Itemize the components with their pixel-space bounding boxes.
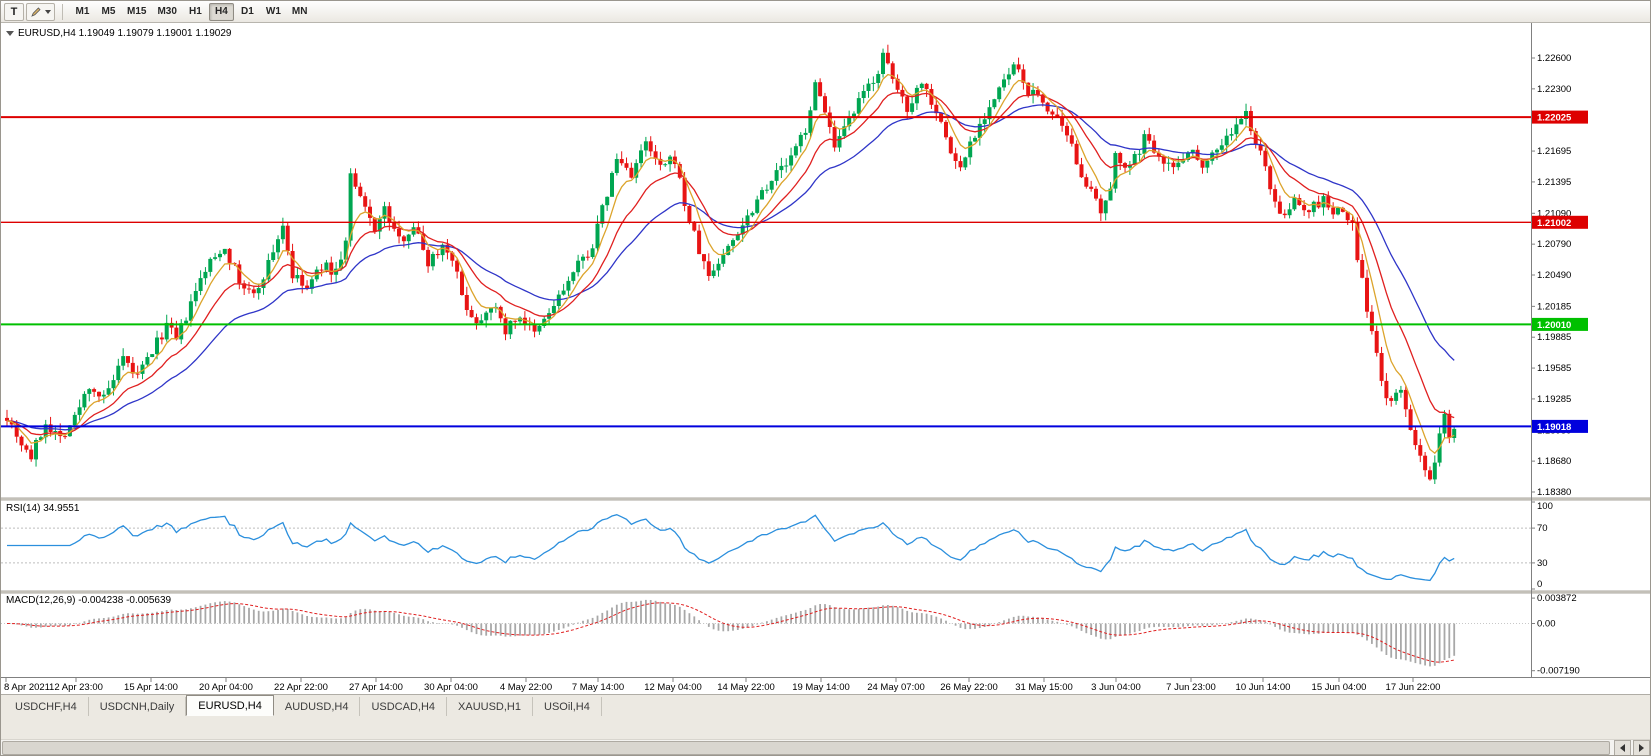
rsi-axis-label: 30 [1537, 558, 1548, 569]
chart-tab-eurusd-h4[interactable]: EURUSD,H4 [186, 695, 274, 716]
price-axis-label[interactable]: 1.18680 [1537, 456, 1571, 467]
timeframe-button-m30[interactable]: M30 [157, 6, 177, 17]
horizontal-scrollbar[interactable] [1, 739, 1650, 755]
time-axis-label[interactable]: 17 Jun 22:00 [1386, 682, 1441, 693]
time-axis-label[interactable]: 12 Apr 23:00 [49, 682, 103, 693]
time-axis-label[interactable]: 12 May 04:00 [644, 682, 702, 693]
left-arrow-icon [1620, 744, 1625, 752]
chart-tab-usoil-h4[interactable]: USOil,H4 [533, 697, 602, 716]
time-axis-label[interactable]: 4 May 22:00 [500, 682, 552, 693]
rsi-axis-label: 100 [1537, 501, 1553, 512]
time-axis-label[interactable]: 31 May 15:00 [1015, 682, 1073, 693]
price-axis-label[interactable]: 1.21090 [1537, 208, 1571, 219]
time-axis-label[interactable]: 30 Apr 04:00 [424, 682, 478, 693]
ma-line-14 [6, 92, 1455, 436]
chart-tab-audusd-h4[interactable]: AUDUSD,H4 [274, 697, 361, 716]
timeframe-button-w1[interactable]: W1 [265, 6, 281, 17]
chart-tabs-bar: USDCHF,H4 USDCNH,Daily EURUSD,H4 AUDUSD,H4 U… [1, 694, 1650, 716]
timeframe-button-d1[interactable]: D1 [241, 6, 254, 17]
price-axis-label[interactable]: 1.21695 [1537, 146, 1571, 157]
timeframe-button-m5[interactable]: M5 [101, 6, 116, 17]
chart-title: EURUSD,H4 1.19049 1.19079 1.19001 1.1902… [6, 28, 232, 39]
right-arrow-icon [1639, 744, 1644, 752]
price-axis-label[interactable]: 1.20185 [1537, 301, 1571, 312]
chart-tab-usdcad-h4[interactable]: USDCAD,H4 [360, 697, 448, 716]
candles-layer [5, 44, 1457, 484]
macd-histogram [10, 599, 1456, 667]
time-axis-label[interactable]: 24 May 07:00 [867, 682, 925, 693]
macd-axis-label: 0.00 [1537, 619, 1556, 630]
ma-line-30 [6, 104, 1455, 431]
price-axis-label[interactable]: 1.20790 [1537, 239, 1571, 250]
macd-indicator-label: MACD(12,26,9) -0.004238 -0.005639 [6, 595, 172, 606]
toolbar: T M1 M5 M15 M30 H1 H4 D1 W1 MN [1, 1, 1650, 23]
time-axis-label[interactable]: 15 Jun 04:00 [1312, 682, 1367, 693]
rsi-indicator-label: RSI(14) 34.9551 [6, 503, 80, 514]
chart-tabs: USDCHF,H4 USDCNH,Daily EURUSD,H4 AUDUSD,H4 U… [4, 695, 602, 716]
svg-text:1.19018: 1.19018 [1537, 422, 1571, 433]
price-tag-1.21002 [1532, 215, 1588, 229]
chart-tab-usdchf-h4[interactable]: USDCHF,H4 [4, 697, 89, 716]
rsi-axis-label: 0 [1537, 579, 1542, 590]
price-axis-label[interactable]: 1.22300 [1537, 84, 1571, 95]
price-axis-label[interactable]: 1.19885 [1537, 332, 1571, 343]
time-axis-label[interactable]: 19 May 14:00 [792, 682, 850, 693]
time-axis-label[interactable]: 22 Apr 22:00 [274, 682, 328, 693]
price-axis-label[interactable]: 1.19285 [1537, 394, 1571, 405]
time-axis-label[interactable]: 10 Jun 14:00 [1236, 682, 1291, 693]
svg-text:1.21002: 1.21002 [1537, 218, 1571, 229]
price-tag-1.19018 [1532, 419, 1588, 433]
triangle-icon [6, 31, 14, 36]
time-axis-label[interactable]: 14 May 22:00 [717, 682, 775, 693]
time-axis-label[interactable]: 7 May 14:00 [572, 682, 624, 693]
chart-canvas[interactable]: 1.226001.223001.220001.216951.213951.210… [1, 23, 1651, 694]
chart-tab-xauusd-h1[interactable]: XAUUSD,H1 [447, 697, 533, 716]
scrollbar-thumb[interactable] [2, 741, 1610, 755]
rsi-line [7, 514, 1455, 582]
chart-tab-usdcnh-daily[interactable]: USDCNH,Daily [89, 697, 187, 716]
time-axis-label[interactable]: 27 Apr 14:00 [349, 682, 403, 693]
time-axis-label[interactable]: 8 Apr 2021 [4, 682, 50, 693]
bottom-bar [1, 716, 1650, 755]
timeframe-button-m1[interactable]: M1 [75, 6, 90, 17]
price-tag-1.22025 [1532, 110, 1588, 124]
timeframe-button-m15[interactable]: M15 [127, 6, 147, 17]
chart-title-text: EURUSD,H4 1.19049 1.19079 1.19001 1.1902… [18, 28, 232, 39]
price-axis-label[interactable]: 1.19585 [1537, 363, 1571, 374]
chart-area[interactable]: 1.226001.223001.220001.216951.213951.210… [1, 23, 1651, 694]
rsi-axis-label: 70 [1537, 523, 1548, 534]
ma-line-6 [6, 73, 1455, 455]
chevron-down-icon [45, 9, 51, 14]
pencil-icon [31, 6, 41, 17]
price-axis-label[interactable]: 1.21395 [1537, 177, 1571, 188]
draw-tools-button[interactable] [26, 2, 55, 21]
price-tag-1.20010 [1532, 317, 1588, 331]
timeframe-button-h4[interactable]: H4 [208, 2, 234, 21]
time-axis-label[interactable]: 26 May 22:00 [940, 682, 998, 693]
timeframe-button-h1[interactable]: H1 [189, 6, 202, 17]
price-axis-label[interactable]: 1.22600 [1537, 53, 1571, 64]
macd-axis-label: -0.007190 [1537, 666, 1580, 677]
price-axis-label[interactable]: 1.18380 [1537, 487, 1571, 498]
price-axis-label[interactable]: 1.20490 [1537, 270, 1571, 281]
time-axis-label[interactable]: 20 Apr 04:00 [199, 682, 253, 693]
timeframe-buttons-group: M1 M5 M15 M30 H1 H4 D1 W1 MN [70, 2, 312, 21]
timeframe-button-mn[interactable]: MN [291, 6, 308, 17]
toolbar-separator [62, 3, 63, 20]
time-axis-label[interactable]: 7 Jun 23:00 [1166, 682, 1216, 693]
templates-button[interactable]: T [4, 2, 24, 21]
scroll-right-button[interactable] [1633, 740, 1650, 755]
time-axis-label[interactable]: 3 Jun 04:00 [1091, 682, 1141, 693]
scroll-left-button[interactable] [1614, 740, 1631, 755]
macd-axis-label: 0.003872 [1537, 593, 1577, 604]
svg-text:1.20010: 1.20010 [1537, 320, 1571, 331]
time-axis-label[interactable]: 15 Apr 14:00 [124, 682, 178, 693]
svg-text:1.22025: 1.22025 [1537, 113, 1572, 124]
